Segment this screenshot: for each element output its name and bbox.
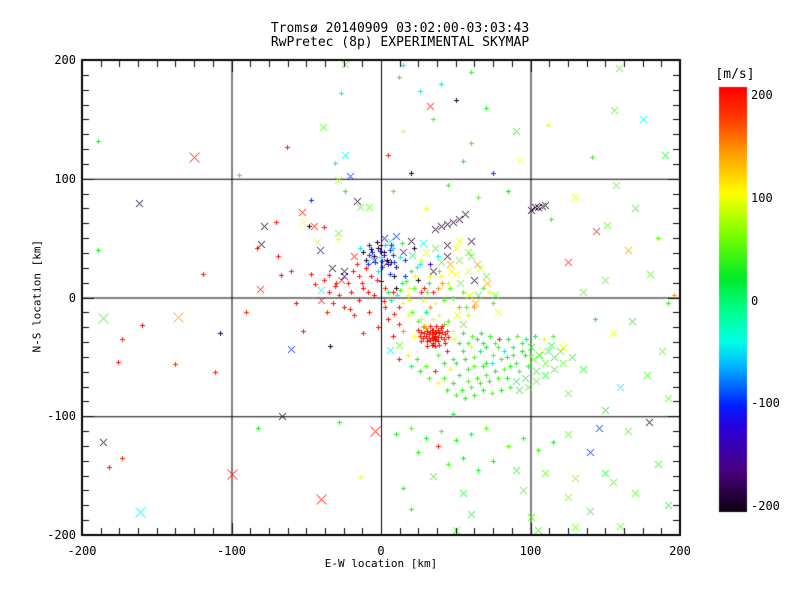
y-tick-label: -200 (47, 528, 76, 542)
colorbar-tick-label: -100 (751, 396, 780, 411)
y-tick-label: -100 (47, 409, 76, 424)
x-axis-label: E-W location [km] (324, 557, 438, 570)
chart-title-line1: Tromsø 20140909 03:02:00-03:03:43 (270, 21, 530, 36)
y-tick-label: 0 (68, 290, 76, 305)
x-tick-label: 0 (377, 544, 385, 558)
colorbar-unit-label: [m/s] (715, 67, 755, 82)
chart-title-line2: RwPretec (8p) EXPERIMENTAL SKYMAP (270, 35, 530, 50)
y-tick-label: 200 (54, 53, 76, 67)
colorbar-tick-label: -200 (751, 499, 780, 513)
x-tick-label: 200 (669, 544, 691, 558)
x-tick-label: -100 (217, 544, 246, 558)
x-tick-label: -200 (67, 544, 97, 558)
colorbar-tick-label: 200 (751, 88, 773, 102)
y-tick-label: 100 (54, 171, 76, 186)
colorbar-tick-label: 100 (751, 190, 773, 205)
colorbar-tick-label: 0 (751, 293, 759, 308)
x-tick-label: 100 (519, 544, 542, 558)
